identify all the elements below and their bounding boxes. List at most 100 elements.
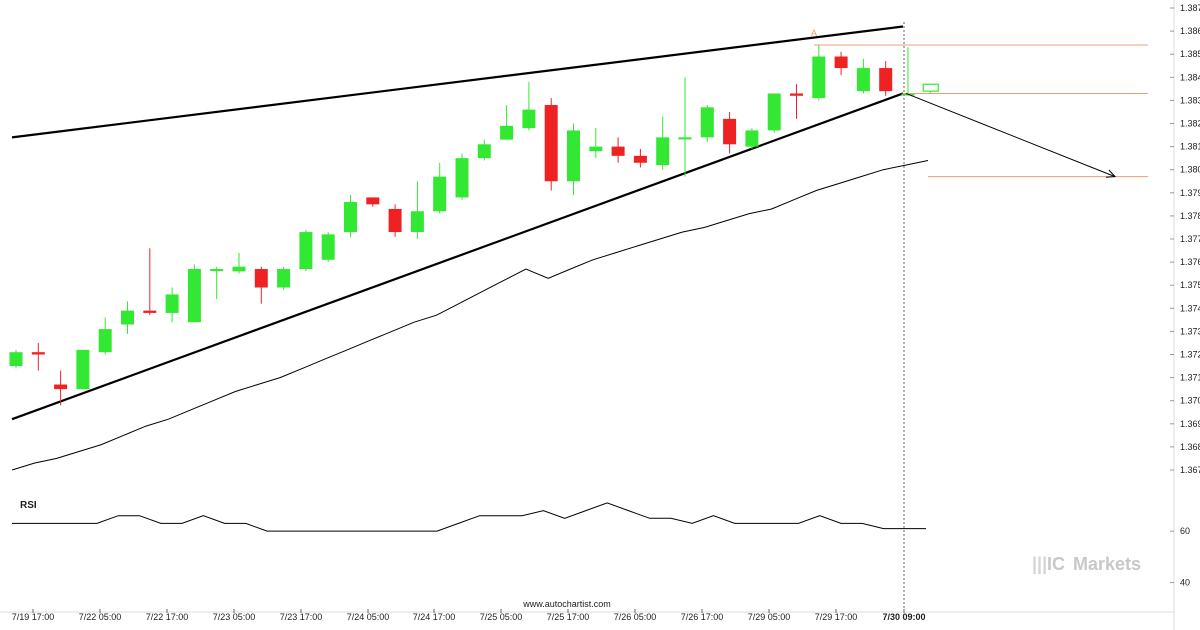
candle-body xyxy=(834,56,848,69)
rsi-panel: 60 40 xyxy=(12,502,1190,588)
candle xyxy=(321,232,335,263)
price-tick-label: 1.3799 xyxy=(1180,188,1200,198)
candle-body xyxy=(567,130,580,182)
rsi-title: RSI xyxy=(20,500,37,511)
candle xyxy=(210,266,224,300)
candle-body xyxy=(745,130,759,147)
candle-body xyxy=(254,269,268,288)
brand-mark-icon: ||| xyxy=(1032,554,1047,574)
price-tick-label: 1.3849 xyxy=(1180,72,1200,82)
candle-body xyxy=(611,146,625,156)
time-axis: 7/19 17:00 7/22 05:00 7/22 17:00 7/23 05:00… xyxy=(0,609,1174,622)
candle xyxy=(366,197,380,207)
candle xyxy=(834,51,848,75)
rsi-tick-label: 40 xyxy=(1180,578,1190,588)
candle xyxy=(879,61,893,96)
candle xyxy=(165,287,179,323)
candle-body xyxy=(723,118,737,145)
candle xyxy=(143,248,157,316)
time-tick-label: 7/19 17:00 xyxy=(12,612,55,622)
price-tick-label: 1.3749 xyxy=(1180,303,1200,313)
brand-logo-mark: IC xyxy=(1047,554,1065,574)
rsi-tick-label: 60 xyxy=(1180,526,1190,536)
candle-body xyxy=(187,269,201,323)
candle xyxy=(767,93,781,133)
price-tick-label: 1.3719 xyxy=(1180,373,1200,383)
candle xyxy=(500,105,514,140)
moving-average-layer xyxy=(11,160,929,471)
candle xyxy=(31,342,45,371)
candle xyxy=(121,301,134,334)
time-tick-label: 7/29 17:00 xyxy=(815,612,858,622)
candle-body xyxy=(656,137,670,166)
trendline-layer xyxy=(11,25,904,421)
price-tick-label: 1.3739 xyxy=(1180,326,1200,336)
time-tick-label: 7/29 05:00 xyxy=(748,612,791,622)
candle xyxy=(299,229,313,272)
candle xyxy=(656,116,670,170)
price-tick-label: 1.3859 xyxy=(1180,49,1200,59)
candle xyxy=(723,111,737,154)
price-tick-label: 1.3769 xyxy=(1180,257,1200,267)
candle xyxy=(544,98,558,191)
candle-body xyxy=(143,310,157,313)
resistance-trendline xyxy=(11,25,904,139)
candle-body xyxy=(544,105,558,182)
candle-body xyxy=(165,294,179,313)
candle-body xyxy=(366,197,380,205)
candle-body xyxy=(344,202,357,233)
time-tick-label: 7/23 05:00 xyxy=(213,612,256,622)
price-tick-label: 1.3879 xyxy=(1180,3,1200,13)
time-tick-label: 7/26 05:00 xyxy=(614,612,657,622)
candle xyxy=(790,84,803,119)
candle-body xyxy=(455,158,469,198)
candle xyxy=(856,58,870,94)
price-tick-label: 1.3819 xyxy=(1180,142,1200,152)
candle xyxy=(812,44,826,101)
candle xyxy=(9,349,23,369)
price-tick-label: 1.3839 xyxy=(1180,95,1200,105)
time-tick-label: 7/24 05:00 xyxy=(347,612,390,622)
candle-body xyxy=(210,269,224,272)
candle xyxy=(522,81,536,131)
price-tick-label: 1.3729 xyxy=(1180,350,1200,360)
price-tick-label: 1.3689 xyxy=(1180,442,1200,452)
candle-body xyxy=(589,146,603,152)
candle-body xyxy=(98,329,112,353)
candle-body xyxy=(812,56,826,99)
forecast-arrow-line xyxy=(905,93,1116,178)
candle xyxy=(54,370,68,406)
candle xyxy=(611,137,625,163)
candle-body xyxy=(388,208,402,233)
candlestick-layer xyxy=(9,44,939,406)
rsi-line xyxy=(12,502,926,532)
candle-body xyxy=(633,155,647,163)
brand-logo: ||| IC Markets xyxy=(1032,554,1141,574)
time-tick-label: 7/25 17:00 xyxy=(547,612,590,622)
candle-body xyxy=(500,125,514,140)
price-tick-label: 1.3779 xyxy=(1180,234,1200,244)
candle xyxy=(277,266,291,290)
candle xyxy=(633,148,647,168)
candle-body xyxy=(879,68,893,92)
candle xyxy=(477,139,491,161)
candle xyxy=(678,77,692,177)
candle xyxy=(344,195,357,237)
candle xyxy=(232,252,246,274)
candle xyxy=(433,162,447,214)
candle-body xyxy=(410,211,424,233)
candle-body xyxy=(121,310,134,325)
candle xyxy=(76,349,90,390)
time-tick-label: 7/24 17:00 xyxy=(413,612,456,622)
candle-body xyxy=(299,232,313,270)
candle-body xyxy=(277,269,291,288)
support-trendline xyxy=(11,92,904,421)
price-tick-label: 1.3679 xyxy=(1180,465,1200,475)
candle xyxy=(700,105,714,142)
candle xyxy=(187,264,201,323)
forecast-arrow-head-icon xyxy=(1105,169,1117,178)
candle xyxy=(98,317,112,355)
annotation-layer: A xyxy=(811,22,1148,612)
moving-average-line xyxy=(11,160,929,471)
